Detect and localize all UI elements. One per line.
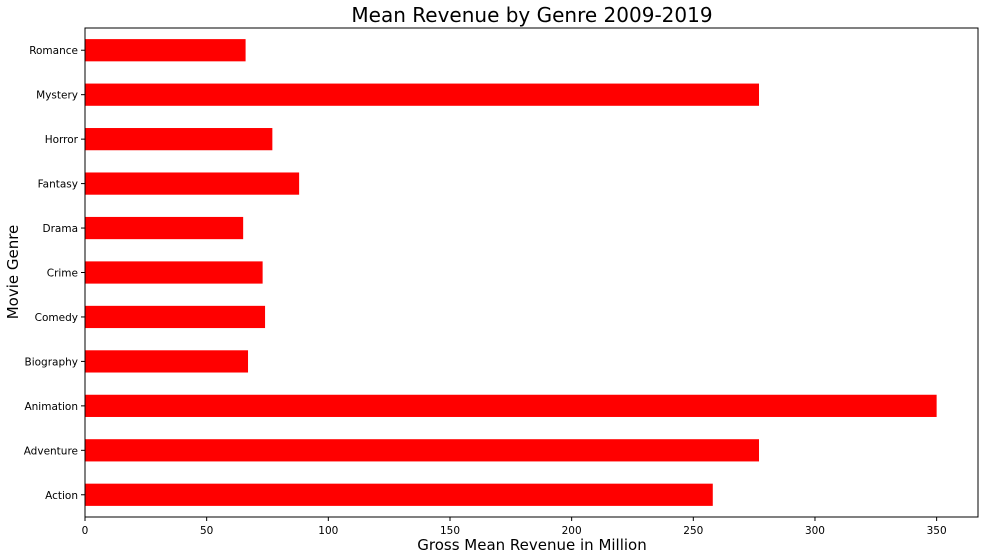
chart-title: Mean Revenue by Genre 2009-2019 [351, 3, 712, 27]
y-tick-label: Fantasy [38, 179, 78, 191]
bar-crime [85, 261, 263, 284]
x-tick-label: 100 [318, 525, 338, 537]
bar-action [85, 483, 713, 506]
y-tick-label: Adventure [24, 445, 78, 457]
bars-group [85, 39, 937, 506]
x-tick-label: 350 [927, 525, 947, 537]
bar-fantasy [85, 172, 300, 195]
x-tick-label: 0 [82, 525, 89, 537]
y-tick-label: Comedy [35, 312, 78, 324]
x-ticks-group: 0 50 100 150 200 250 300 350 [82, 517, 947, 537]
y-tick-label: Animation [24, 401, 78, 413]
bar-adventure [85, 439, 760, 462]
y-ticks-group: Action Adventure Animation Biography Comedy C… [24, 45, 85, 502]
bar-biography [85, 350, 249, 373]
bar-drama [85, 216, 244, 240]
x-tick-label: 250 [683, 525, 703, 537]
x-tick-label: 200 [562, 525, 582, 537]
bar-horror [85, 128, 273, 151]
x-tick-label: 50 [200, 525, 213, 537]
y-tick-label: Drama [43, 223, 79, 235]
y-tick-label: Crime [47, 268, 78, 280]
y-tick-label: Action [45, 490, 78, 502]
x-tick-label: 150 [440, 525, 460, 537]
x-axis-title: Gross Mean Revenue in Million [417, 536, 647, 554]
bar-mystery [85, 83, 760, 106]
x-tick-label: 300 [805, 525, 825, 537]
bar-romance [85, 39, 246, 62]
bar-comedy [85, 305, 266, 329]
bar-animation [85, 394, 937, 417]
y-tick-label: Mystery [36, 90, 78, 102]
plot-frame [84, 27, 979, 518]
y-tick-label: Biography [25, 356, 79, 368]
y-tick-label: Romance [29, 45, 78, 57]
y-tick-label: Horror [45, 134, 79, 146]
y-axis-title: Movie Genre [4, 225, 22, 320]
